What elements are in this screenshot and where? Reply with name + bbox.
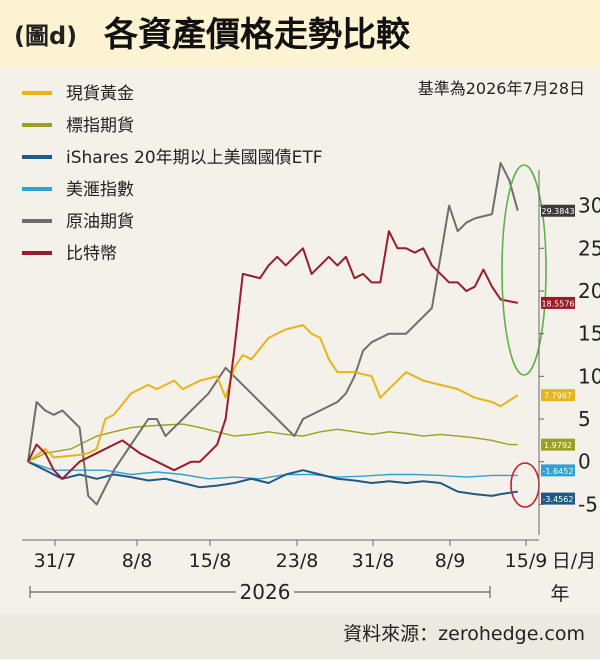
x-tick-label: 31/8 — [352, 550, 395, 572]
year-label: 2026 — [240, 580, 291, 604]
series-line — [27, 461, 518, 480]
end-value-label: -1.6452 — [543, 467, 574, 476]
x-tick-label: 8/8 — [122, 550, 153, 572]
source-note: 資料來源：zerohedge.com — [343, 623, 585, 645]
legend-label: 美滙指數 — [66, 180, 134, 200]
end-value-badge — [541, 389, 575, 402]
x-tick-label: 15/8 — [189, 550, 232, 572]
y-tick-label: 0 — [578, 450, 591, 474]
end-value-label: 18.5576 — [541, 299, 574, 308]
y-tick-label: 25 — [578, 236, 600, 260]
series-line — [27, 423, 518, 463]
x-unit-label: 日/月 — [552, 550, 596, 572]
legend-label: 比特幣 — [66, 244, 117, 264]
y-tick-label: 30 — [578, 194, 600, 218]
legend-label: 現貨黃金 — [66, 84, 134, 104]
plot-background — [0, 66, 600, 614]
chart-title: 各資產價格走勢比較 — [104, 15, 411, 55]
end-value-badge — [541, 492, 575, 505]
legend-label: 原油期貨 — [66, 212, 134, 232]
end-value-labels: 7.7987 1.9792 -3.4562 -1.6452 29.3843 18.5576 — [541, 204, 575, 505]
end-value-label: 1.9792 — [544, 441, 572, 450]
y-axis: -5 0 5 10 15 20 25 30 — [538, 170, 600, 535]
y-tick-label: 20 — [578, 279, 600, 303]
y-tick-label: 5 — [578, 407, 591, 431]
x-axis: 31/7 8/8 15/8 23/8 31/8 8/9 15/9 日/月年 — [22, 539, 596, 605]
legend-label: 標指期貨 — [66, 116, 134, 136]
end-value-badge — [541, 438, 575, 451]
footer-band — [0, 614, 600, 659]
plot-lines — [27, 161, 519, 506]
highlight-circle-top — [501, 164, 547, 376]
year-label-bg — [236, 580, 294, 604]
end-value-badge — [541, 296, 575, 309]
y-tick-label: 10 — [578, 364, 600, 388]
x-tick-label: 15/9 — [505, 550, 548, 572]
series-line — [27, 230, 518, 480]
year-span: 2026 — [29, 580, 491, 604]
x-tick-label: 23/8 — [276, 550, 319, 572]
x-tick-label: 31/7 — [34, 550, 77, 572]
end-value-label: 7.7987 — [544, 392, 572, 401]
end-value-label: -3.4562 — [543, 495, 574, 504]
legend-label: iShares 20年期以上美國國債ETF — [66, 148, 323, 168]
end-value-badge — [541, 464, 575, 477]
y-tick-label: -5 — [578, 492, 598, 516]
y-tick-label: 15 — [578, 322, 600, 346]
header-band — [0, 0, 600, 66]
end-value-badge — [541, 204, 575, 217]
series-line — [27, 161, 519, 506]
x-tick-label: 8/9 — [435, 550, 466, 572]
series-line — [27, 324, 519, 463]
end-value-label: 29.3843 — [541, 207, 574, 216]
x-year-unit-label: 年 — [550, 583, 569, 605]
figure-tag: (圖d) — [14, 22, 77, 50]
baseline-note: 基準為2026年7月28日 — [418, 79, 585, 98]
